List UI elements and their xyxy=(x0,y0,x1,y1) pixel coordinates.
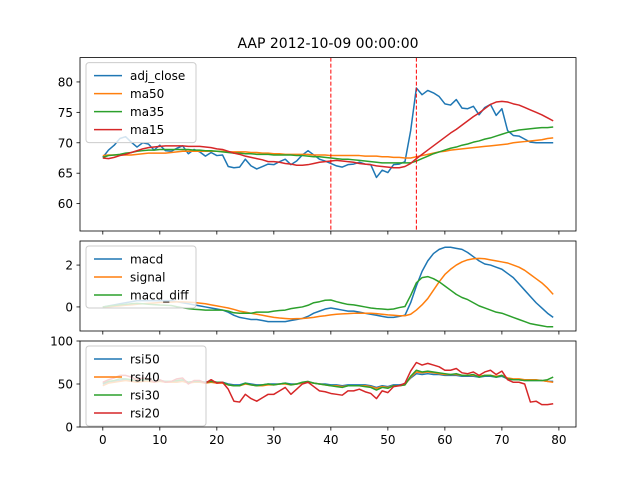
series-line-ma15 xyxy=(102,100,554,169)
y-tick-label: 75 xyxy=(58,106,73,120)
legend-label-macd_diff: macd_diff xyxy=(130,289,189,303)
legend-label-rsi30: rsi30 xyxy=(130,389,160,403)
series-line-ma35 xyxy=(102,126,554,164)
x-tick-label: 70 xyxy=(494,433,509,447)
panel-macd: 0 2 macd signal macd_diff xyxy=(65,240,577,335)
y-tick-label: 70 xyxy=(58,136,73,150)
x-tick-label: 20 xyxy=(209,433,224,447)
x-tick-label: 40 xyxy=(323,433,338,447)
y-tick-label: 80 xyxy=(58,75,73,89)
panel-price: 60 65 70 75 80 adj_close ma50 ma35 ma15 xyxy=(58,57,577,235)
legend-label-ma50: ma50 xyxy=(130,87,164,101)
panels: 60 65 70 75 80 adj_close ma50 ma35 ma15 0 2 macd sig… xyxy=(50,57,577,447)
legend: adj_close ma50 ma35 ma15 xyxy=(85,62,197,144)
axes-frame xyxy=(79,57,577,232)
legend-box xyxy=(85,62,197,144)
series-line-ma50 xyxy=(102,137,554,159)
legend-box xyxy=(85,345,207,427)
legend-box xyxy=(85,245,197,309)
legend-label-ma35: ma35 xyxy=(130,105,164,119)
legend-label-adj_close: adj_close xyxy=(130,69,185,83)
x-tick-label: 10 xyxy=(152,433,167,447)
chart-title: AAP 2012-10-09 00:00:00 xyxy=(237,36,418,52)
x-tick-label: 80 xyxy=(551,433,566,447)
plot-area xyxy=(102,57,554,231)
y-tick-label: 60 xyxy=(58,197,73,211)
y-tick-label: 0 xyxy=(65,300,73,314)
legend-label-ma15: ma15 xyxy=(130,123,164,137)
legend: macd signal macd_diff xyxy=(85,245,197,309)
legend-label-rsi20: rsi20 xyxy=(130,407,160,421)
legend-label-rsi50: rsi50 xyxy=(130,353,160,367)
y-tick-label: 0 xyxy=(65,421,73,435)
x-tick-label: 30 xyxy=(266,433,281,447)
legend-label-rsi40: rsi40 xyxy=(130,371,160,385)
y-tick-label: 50 xyxy=(58,378,73,392)
x-tick-label: 50 xyxy=(380,433,395,447)
legend-label-signal: signal xyxy=(130,271,166,285)
legend-label-macd: macd xyxy=(130,253,163,267)
axes-frame xyxy=(79,240,577,332)
y-tick-label: 2 xyxy=(65,259,73,273)
legend: rsi50 rsi40 rsi30 rsi20 xyxy=(85,345,207,427)
y-tick-label: 100 xyxy=(50,335,73,349)
y-tick-label: 65 xyxy=(58,167,73,181)
x-tick-label: 0 xyxy=(99,433,107,447)
x-tick-label: 60 xyxy=(437,433,452,447)
